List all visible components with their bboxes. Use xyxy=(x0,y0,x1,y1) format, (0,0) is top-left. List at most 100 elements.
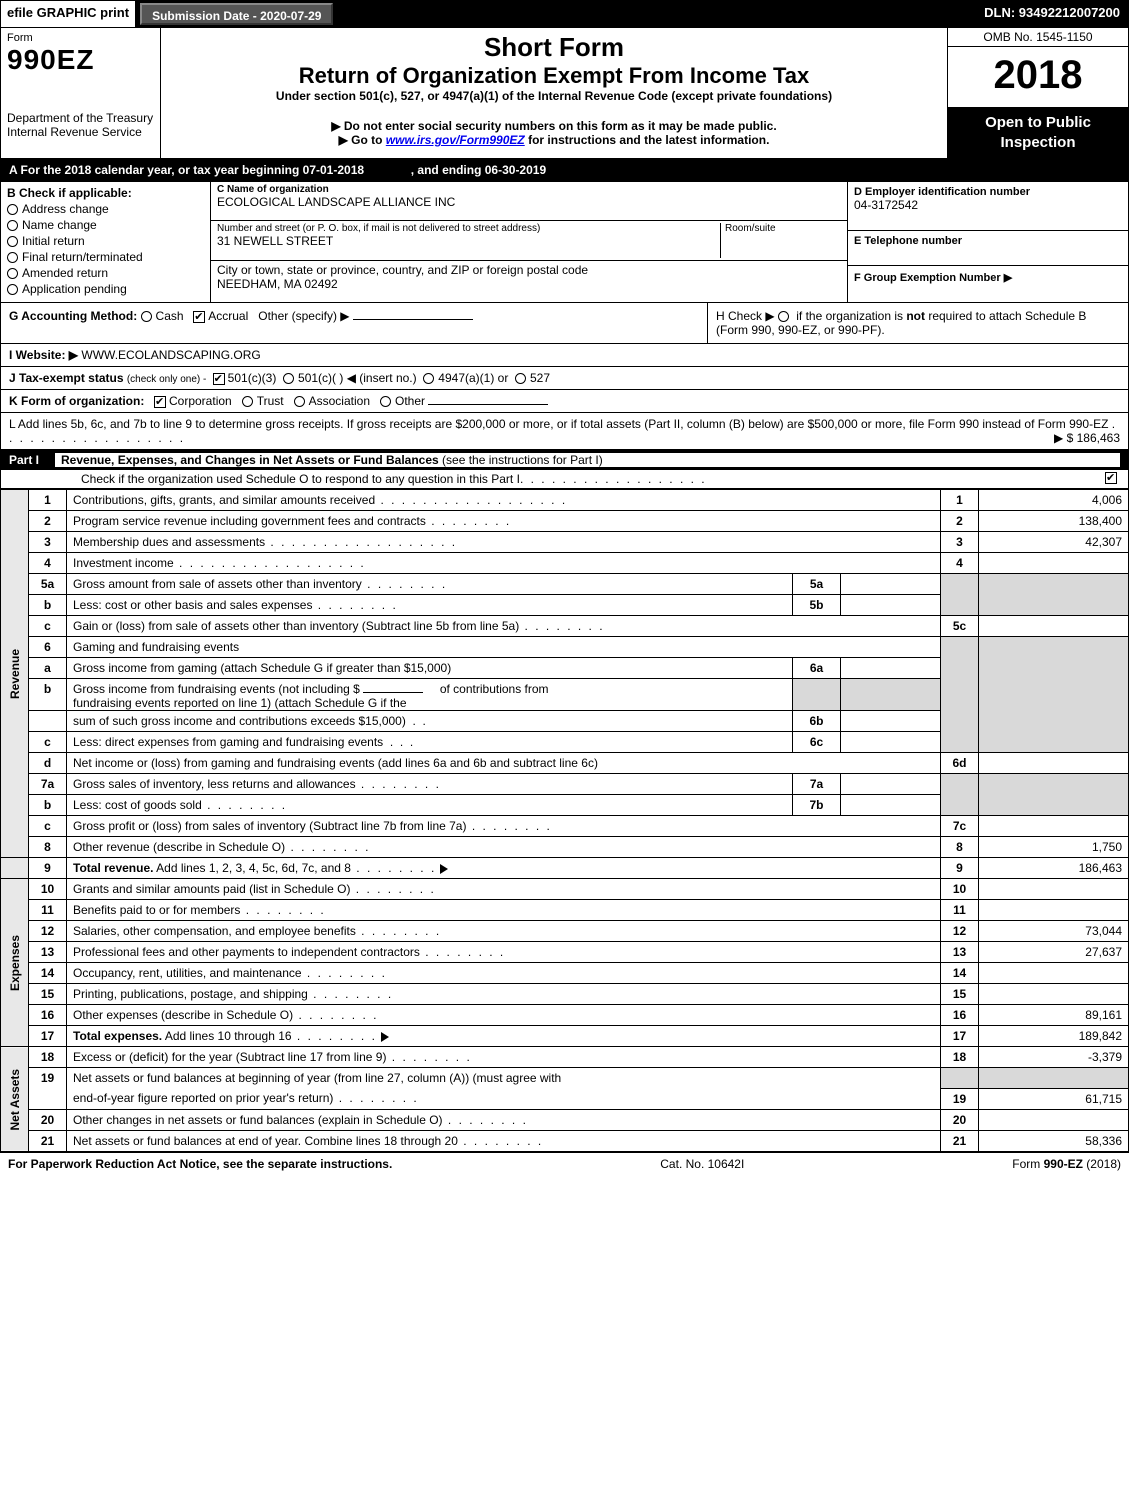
line-7b-sub: 7b xyxy=(793,795,841,816)
line-6a-num: a xyxy=(29,658,67,679)
k-other-label: Other xyxy=(395,394,425,408)
line-8-row: 8 Other revenue (describe in Schedule O)… xyxy=(1,837,1129,858)
ein-label: D Employer identification number xyxy=(854,186,1122,198)
line-2-row: 2 Program service revenue including gove… xyxy=(1,511,1129,532)
line-6c-subval xyxy=(841,732,941,753)
check-final-return[interactable]: Final return/terminated xyxy=(7,250,204,264)
line-18-num: 18 xyxy=(29,1047,67,1068)
line-11-rn: 11 xyxy=(941,900,979,921)
submission-date-button[interactable]: Submission Date - 2020-07-29 xyxy=(140,3,333,25)
check-application-pending[interactable]: Application pending xyxy=(7,282,204,296)
k-trust-radio[interactable] xyxy=(242,396,253,407)
j-527-radio[interactable] xyxy=(515,373,526,384)
goto-note: ▶ Go to www.irs.gov/Form990EZ for instru… xyxy=(167,133,941,147)
line-15-num: 15 xyxy=(29,984,67,1005)
ein-value: 04-3172542 xyxy=(854,198,1122,212)
check-address-change[interactable]: Address change xyxy=(7,202,204,216)
line-11-num: 11 xyxy=(29,900,67,921)
line-1-rn: 1 xyxy=(941,490,979,511)
accrual-label: Accrual xyxy=(208,309,248,323)
omb-number: OMB No. 1545-1150 xyxy=(948,28,1128,47)
form-title-cell: Short Form Return of Organization Exempt… xyxy=(161,28,948,107)
line-6c-sub: 6c xyxy=(793,732,841,753)
line-4-desc: Investment income xyxy=(73,556,174,570)
line-16-num: 16 xyxy=(29,1005,67,1026)
line-7b-subval xyxy=(841,795,941,816)
part-i-schedule-o-checkbox[interactable] xyxy=(1105,472,1117,484)
line-5c-desc: Gain or (loss) from sale of assets other… xyxy=(73,619,519,633)
part-i-check-line: Check if the organization used Schedule … xyxy=(1,470,1128,488)
j-4947-radio[interactable] xyxy=(423,373,434,384)
row-g: G Accounting Method: Cash Accrual Other … xyxy=(1,303,708,343)
line-19-rn-shade xyxy=(941,1068,979,1089)
line-11-amount xyxy=(979,900,1129,921)
line-18-desc: Excess or (deficit) for the year (Subtra… xyxy=(73,1050,386,1064)
cash-label: Cash xyxy=(156,309,184,323)
arrow-icon xyxy=(440,864,448,874)
line-6a-subval xyxy=(841,658,941,679)
goto-post: for instructions and the latest informat… xyxy=(525,133,770,147)
line-5b-desc: Less: cost or other basis and sales expe… xyxy=(73,598,312,612)
phone-label: E Telephone number xyxy=(854,235,1122,247)
dept-line-1: Department of the Treasury xyxy=(7,111,154,125)
line-3-desc: Membership dues and assessments xyxy=(73,535,265,549)
other-specify-input[interactable] xyxy=(353,319,473,320)
line-8-desc: Other revenue (describe in Schedule O) xyxy=(73,840,285,854)
line-6b-blank[interactable] xyxy=(363,692,423,693)
cash-radio[interactable] xyxy=(141,311,152,322)
row-k-label: K Form of organization: xyxy=(9,394,144,408)
website-label: I Website: ▶ xyxy=(9,348,78,362)
right-info: D Employer identification number 04-3172… xyxy=(848,182,1128,302)
accrual-checkbox[interactable] xyxy=(193,311,205,323)
form-number: 990EZ xyxy=(7,44,154,76)
line-6b-desc4: sum of such gross income and contributio… xyxy=(73,714,406,728)
irs-link[interactable]: www.irs.gov/Form990EZ xyxy=(386,133,525,147)
goto-pre: ▶ Go to xyxy=(339,133,386,147)
line-14-rn: 14 xyxy=(941,963,979,984)
line-2-amount: 138,400 xyxy=(979,511,1129,532)
box-b-header: B Check if applicable: xyxy=(7,186,204,200)
check-amended-return[interactable]: Amended return xyxy=(7,266,204,280)
line-18-rn: 18 xyxy=(941,1047,979,1068)
line-7ab-amount-shade xyxy=(979,774,1129,816)
period-text-a: A For the 2018 calendar year, or tax yea… xyxy=(9,163,364,177)
line-5c-num: c xyxy=(29,616,67,637)
netassets-side-label: Net Assets xyxy=(1,1047,29,1152)
line-20-row: 20 Other changes in net assets or fund b… xyxy=(1,1109,1129,1130)
j-501c3-checkbox[interactable] xyxy=(213,373,225,385)
k-other-input[interactable] xyxy=(428,404,548,405)
j-501c-radio[interactable] xyxy=(283,373,294,384)
line-4-num: 4 xyxy=(29,553,67,574)
line-14-row: 14 Occupancy, rent, utilities, and maint… xyxy=(1,963,1129,984)
row-h-radio[interactable] xyxy=(778,311,789,322)
line-15-row: 15 Printing, publications, postage, and … xyxy=(1,984,1129,1005)
line-6b-num: b xyxy=(29,679,67,711)
room-label: Room/suite xyxy=(725,223,841,234)
check-name-change[interactable]: Name change xyxy=(7,218,204,232)
line-7ab-rn-shade xyxy=(941,774,979,816)
line-7b-num: b xyxy=(29,795,67,816)
line-19-amount-shade xyxy=(979,1068,1129,1089)
footer-right: Form 990-EZ (2018) xyxy=(1012,1157,1121,1171)
form-number-cell: Form 990EZ xyxy=(1,28,161,107)
line-21-desc: Net assets or fund balances at end of ye… xyxy=(73,1134,458,1148)
line-1-num: 1 xyxy=(29,490,67,511)
check-initial-return[interactable]: Initial return xyxy=(7,234,204,248)
part-i-check-text: Check if the organization used Schedule … xyxy=(81,472,520,486)
line-6d-num: d xyxy=(29,753,67,774)
part-i-label: Part I xyxy=(9,453,55,467)
k-corporation-checkbox[interactable] xyxy=(154,396,166,408)
line-19-amount: 61,715 xyxy=(979,1088,1129,1109)
line-6b-desc1: Gross income from fundraising events (no… xyxy=(73,682,360,696)
line-1-amount: 4,006 xyxy=(979,490,1129,511)
line-9-desc-bold: Total revenue. xyxy=(73,861,153,875)
k-association-radio[interactable] xyxy=(294,396,305,407)
row-g-label: G Accounting Method: xyxy=(9,309,137,323)
line-19-desc2: end-of-year figure reported on prior yea… xyxy=(73,1091,333,1105)
line-5c-rn: 5c xyxy=(941,616,979,637)
row-h-text4: (Form 990, 990-EZ, or 990-PF). xyxy=(716,323,885,337)
k-other-radio[interactable] xyxy=(380,396,391,407)
line-19-row-1: 19 Net assets or fund balances at beginn… xyxy=(1,1068,1129,1089)
line-6d-row: d Net income or (loss) from gaming and f… xyxy=(1,753,1129,774)
line-10-num: 10 xyxy=(29,879,67,900)
